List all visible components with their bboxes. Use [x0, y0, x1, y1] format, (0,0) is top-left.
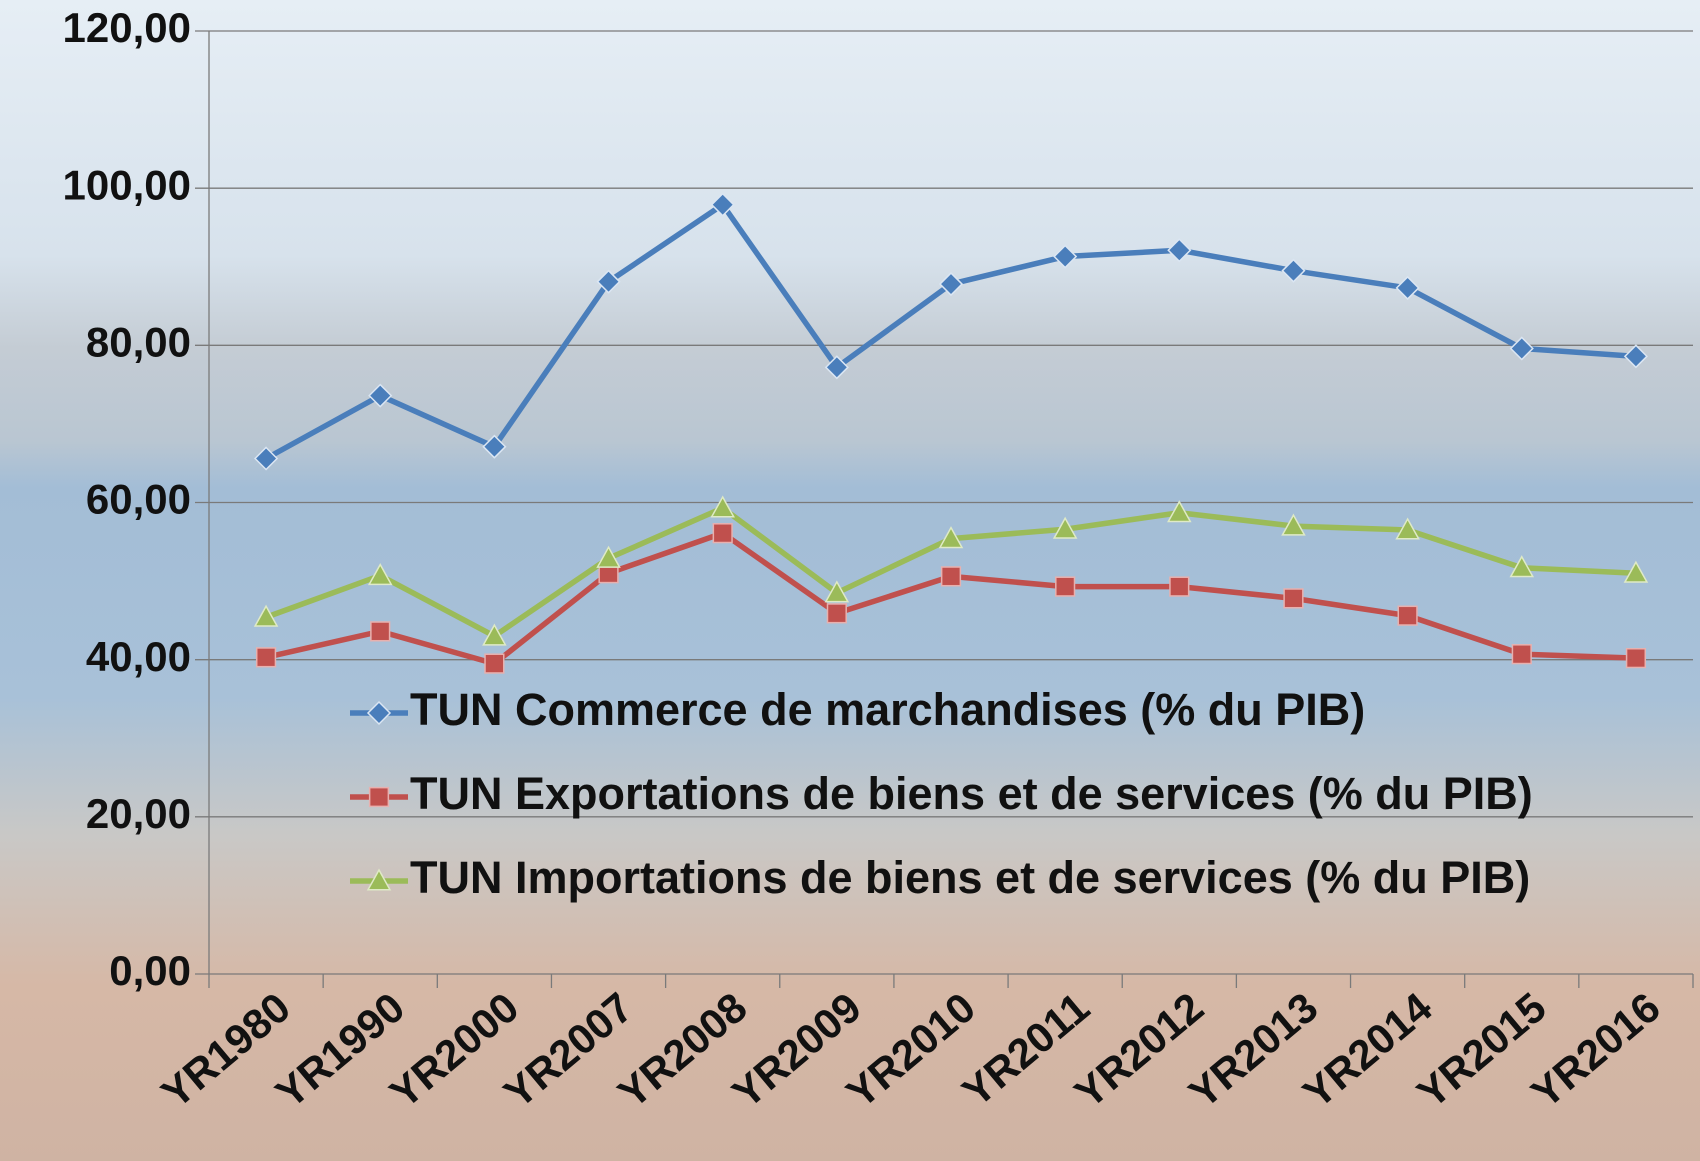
data-point: [371, 622, 390, 641]
y-tick-label: 40,00: [86, 633, 191, 680]
legend-label: TUN Importations de biens et de services…: [410, 852, 1530, 903]
y-tick-label: 100,00: [63, 161, 191, 208]
data-point: [1170, 577, 1189, 596]
data-point: [1056, 577, 1075, 596]
y-tick-label: 120,00: [63, 4, 191, 51]
y-tick-label: 20,00: [86, 790, 191, 837]
data-point: [257, 648, 276, 667]
data-point: [942, 567, 961, 586]
y-tick-label: 80,00: [86, 318, 191, 365]
data-point: [485, 654, 504, 673]
data-point: [1512, 645, 1531, 664]
data-point: [827, 604, 846, 623]
chart: 0,0020,0040,0060,0080,00100,00120,00YR19…: [0, 0, 1700, 1161]
data-point: [713, 524, 732, 543]
data-point: [1284, 589, 1303, 608]
y-tick-label: 0,00: [109, 947, 191, 994]
background: [0, 0, 1700, 1161]
data-point: [1627, 649, 1646, 668]
legend-marker: [370, 788, 389, 807]
legend-label: TUN Commerce de marchandises (% du PIB): [410, 684, 1365, 735]
legend-label: TUN Exportations de biens et de services…: [410, 768, 1533, 819]
y-tick-label: 60,00: [86, 476, 191, 523]
data-point: [1398, 606, 1417, 625]
